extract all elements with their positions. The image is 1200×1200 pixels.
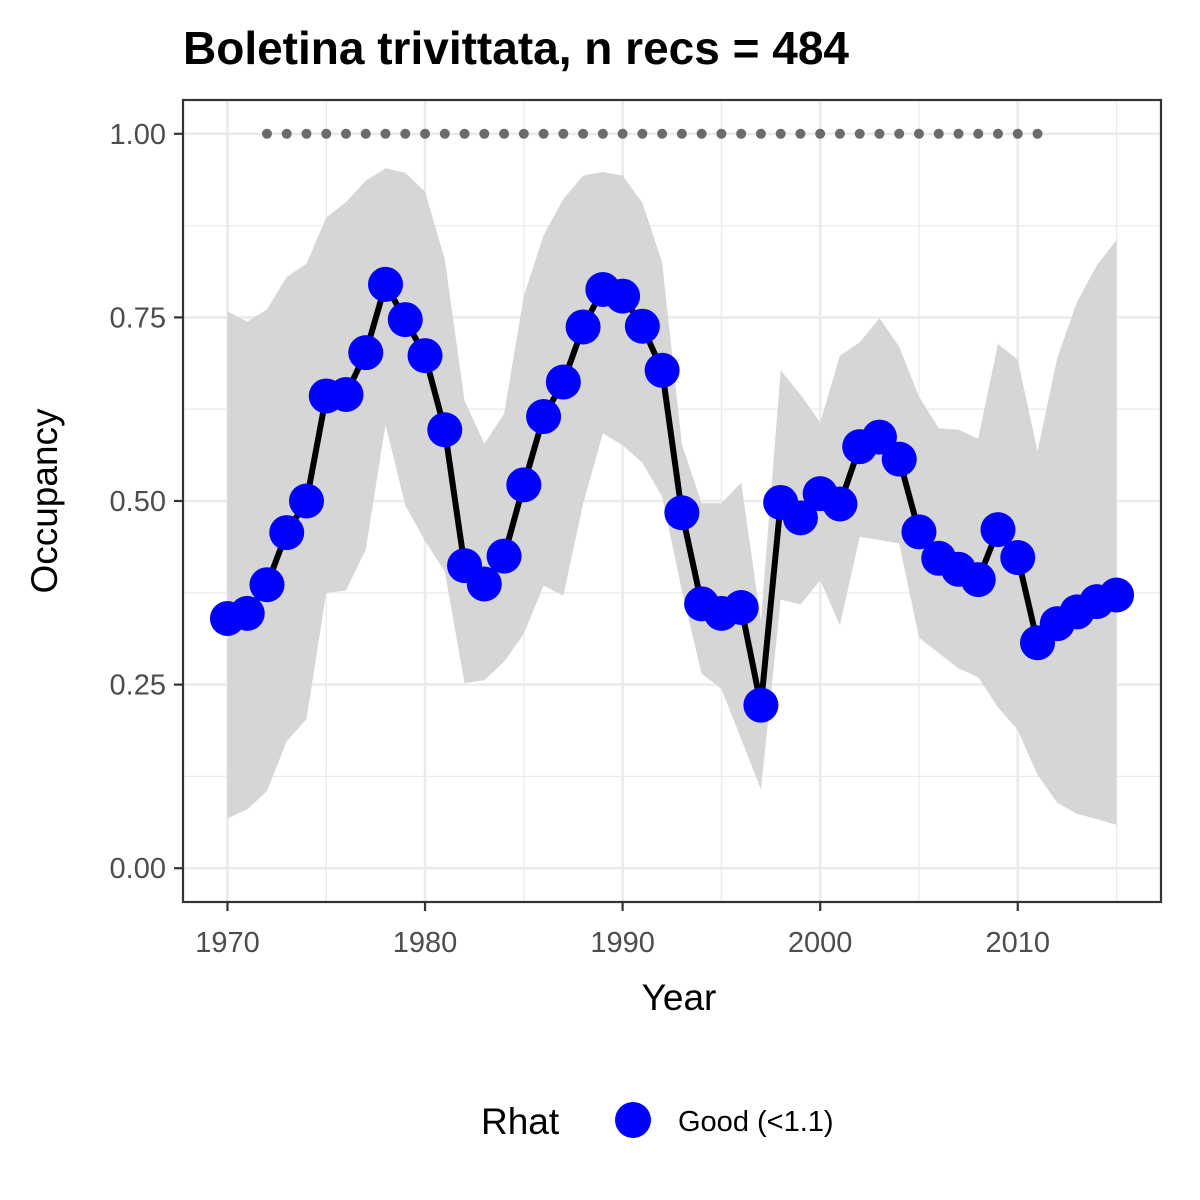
data-point xyxy=(506,467,542,503)
record-dot xyxy=(400,128,411,139)
record-dot xyxy=(1012,128,1023,139)
record-dot xyxy=(795,128,806,139)
record-dot xyxy=(993,128,1003,139)
data-point xyxy=(960,562,996,598)
y-tick-label: 1.00 xyxy=(110,119,166,151)
legend: Rhat Good (<1.1) xyxy=(481,1101,834,1142)
data-point xyxy=(348,335,384,371)
x-tick-label: 2010 xyxy=(985,927,1050,959)
x-axis: 1970 1980 1990 2000 2010 xyxy=(195,902,1050,959)
record-dot xyxy=(380,128,391,139)
record-dot xyxy=(716,128,727,139)
y-tick-label: 0.50 xyxy=(110,486,166,518)
record-dot xyxy=(953,128,964,139)
record-dot xyxy=(696,128,707,139)
data-point xyxy=(387,302,423,338)
data-point xyxy=(427,412,463,448)
record-dot xyxy=(301,128,312,139)
data-point xyxy=(269,515,305,551)
data-point xyxy=(466,566,502,602)
confidence-ribbon xyxy=(227,168,1117,825)
data-point xyxy=(605,278,641,314)
record-dot xyxy=(913,128,924,139)
data-point xyxy=(565,309,601,345)
legend-title: Rhat xyxy=(481,1101,560,1142)
record-dot xyxy=(1032,128,1043,139)
data-point xyxy=(288,483,324,519)
record-dot xyxy=(834,128,845,139)
data-point xyxy=(407,338,443,374)
data-point xyxy=(1099,577,1135,613)
x-tick-label: 1980 xyxy=(393,927,458,959)
data-point xyxy=(782,500,818,536)
record-dot xyxy=(420,128,431,139)
record-dot xyxy=(459,128,470,139)
legend-key-good xyxy=(615,1102,651,1138)
data-point xyxy=(664,495,700,531)
record-dot xyxy=(637,128,648,139)
y-axis-title: Occupancy xyxy=(24,408,65,594)
record-dots xyxy=(261,128,1043,139)
occupancy-points xyxy=(209,266,1135,723)
record-dot xyxy=(874,128,885,139)
record-dot xyxy=(854,128,865,139)
data-point xyxy=(249,567,285,603)
record-dot xyxy=(439,128,450,139)
record-dot xyxy=(479,128,490,139)
record-dot xyxy=(617,128,628,139)
record-dot xyxy=(676,128,687,139)
record-dot xyxy=(518,128,529,139)
record-dot xyxy=(538,128,549,139)
record-dot xyxy=(499,128,510,139)
record-dot xyxy=(281,128,292,139)
record-dot xyxy=(755,128,766,139)
record-dot xyxy=(973,128,984,139)
record-dot xyxy=(558,128,569,139)
data-point xyxy=(901,514,937,550)
record-dot xyxy=(775,128,786,139)
data-point xyxy=(881,441,917,477)
data-point xyxy=(328,377,364,413)
legend-label-good: Good (<1.1) xyxy=(678,1106,834,1138)
record-dot xyxy=(597,128,608,139)
data-point xyxy=(743,687,779,723)
data-point xyxy=(624,308,660,344)
record-dot xyxy=(261,128,272,139)
chart-title: Boletina trivittata, n recs = 484 xyxy=(183,22,849,74)
data-point xyxy=(526,399,562,435)
record-dot xyxy=(657,128,668,139)
record-dot xyxy=(578,128,589,139)
x-tick-label: 1970 xyxy=(195,927,260,959)
record-dot xyxy=(815,128,826,139)
data-point xyxy=(486,538,522,574)
data-point xyxy=(229,595,265,631)
record-dot xyxy=(321,128,332,139)
y-axis: 0.00 0.25 0.50 0.75 1.00 xyxy=(110,119,183,885)
y-tick-label: 0.75 xyxy=(110,302,166,334)
data-point xyxy=(545,364,581,400)
y-tick-label: 0.25 xyxy=(110,670,166,702)
data-point xyxy=(368,266,404,302)
data-point xyxy=(723,589,759,625)
y-tick-label: 0.00 xyxy=(110,853,166,885)
data-point xyxy=(980,512,1016,548)
data-point xyxy=(1000,540,1036,576)
data-point xyxy=(644,352,680,388)
record-dot xyxy=(341,128,351,139)
record-dot xyxy=(933,128,944,139)
record-dot xyxy=(894,128,905,139)
data-point xyxy=(822,486,858,522)
record-dot xyxy=(736,128,747,139)
x-tick-label: 1990 xyxy=(590,927,655,959)
x-axis-title: Year xyxy=(642,977,717,1018)
record-dot xyxy=(360,128,371,139)
x-tick-label: 2000 xyxy=(788,927,853,959)
